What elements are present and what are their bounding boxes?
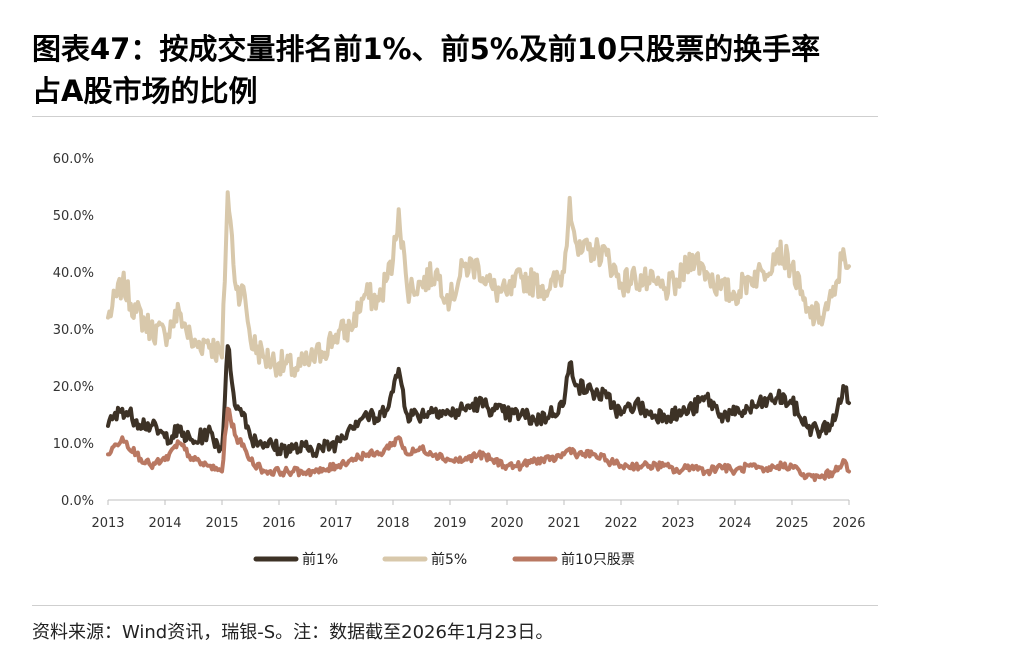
chart-title-line1: 图表47：按成交量排名前1%、前5%及前10只股票的换手率 xyxy=(32,32,821,66)
series-line-1 xyxy=(106,344,851,459)
x-tick-label: 2015 xyxy=(205,516,238,531)
x-tick-label: 2017 xyxy=(319,516,352,531)
y-tick-label: 50.0% xyxy=(53,209,94,224)
x-tick-label: 2019 xyxy=(433,516,466,531)
x-tick-label: 2014 xyxy=(148,516,181,531)
y-tick-label: 0.0% xyxy=(61,494,94,509)
x-tick-label: 2013 xyxy=(91,516,124,531)
chart-title-line2: 占A股市场的比例 xyxy=(32,74,258,108)
y-tick-label: 20.0% xyxy=(53,380,94,395)
x-tick-label: 2020 xyxy=(490,516,523,531)
legend-label: 前1% xyxy=(302,551,338,568)
axes: 0.0% 10.0% 20.0% 30.0% 40.0% 50.0% 60.0% 2013 20… xyxy=(53,152,866,531)
legend-label: 前5% xyxy=(431,551,467,568)
x-tick-label: 2021 xyxy=(547,516,580,531)
x-tick-label: 2025 xyxy=(775,516,808,531)
y-tick-label: 30.0% xyxy=(53,323,94,338)
x-tick-label: 2023 xyxy=(661,516,694,531)
legend-label: 前10只股票 xyxy=(561,551,635,568)
x-tick-label: 2026 xyxy=(832,516,865,531)
legend: 前1% 前5% 前10只股票 xyxy=(253,551,635,568)
top-divider xyxy=(32,116,878,117)
x-tick-label: 2024 xyxy=(718,516,751,531)
x-tick-label: 2016 xyxy=(262,516,295,531)
source-note: 资料来源：Wind资讯，瑞银-S。注：数据截至2026年1月23日。 xyxy=(32,622,554,643)
y-tick-label: 60.0% xyxy=(53,152,94,167)
x-tick-label: 2022 xyxy=(604,516,637,531)
y-tick-label: 10.0% xyxy=(53,437,94,452)
x-tick-label: 2018 xyxy=(376,516,409,531)
line-chart: 0.0% 10.0% 20.0% 30.0% 40.0% 50.0% 60.0% 2013 20… xyxy=(53,152,866,568)
chart-title: 图表47：按成交量排名前1%、前5%及前10只股票的换手率 占A股市场的比例 xyxy=(32,28,892,112)
series-line-2 xyxy=(106,190,851,378)
series-lines xyxy=(106,190,851,483)
y-tick-label: 40.0% xyxy=(53,266,94,281)
series-line-3 xyxy=(106,406,851,483)
bottom-divider xyxy=(32,605,878,606)
